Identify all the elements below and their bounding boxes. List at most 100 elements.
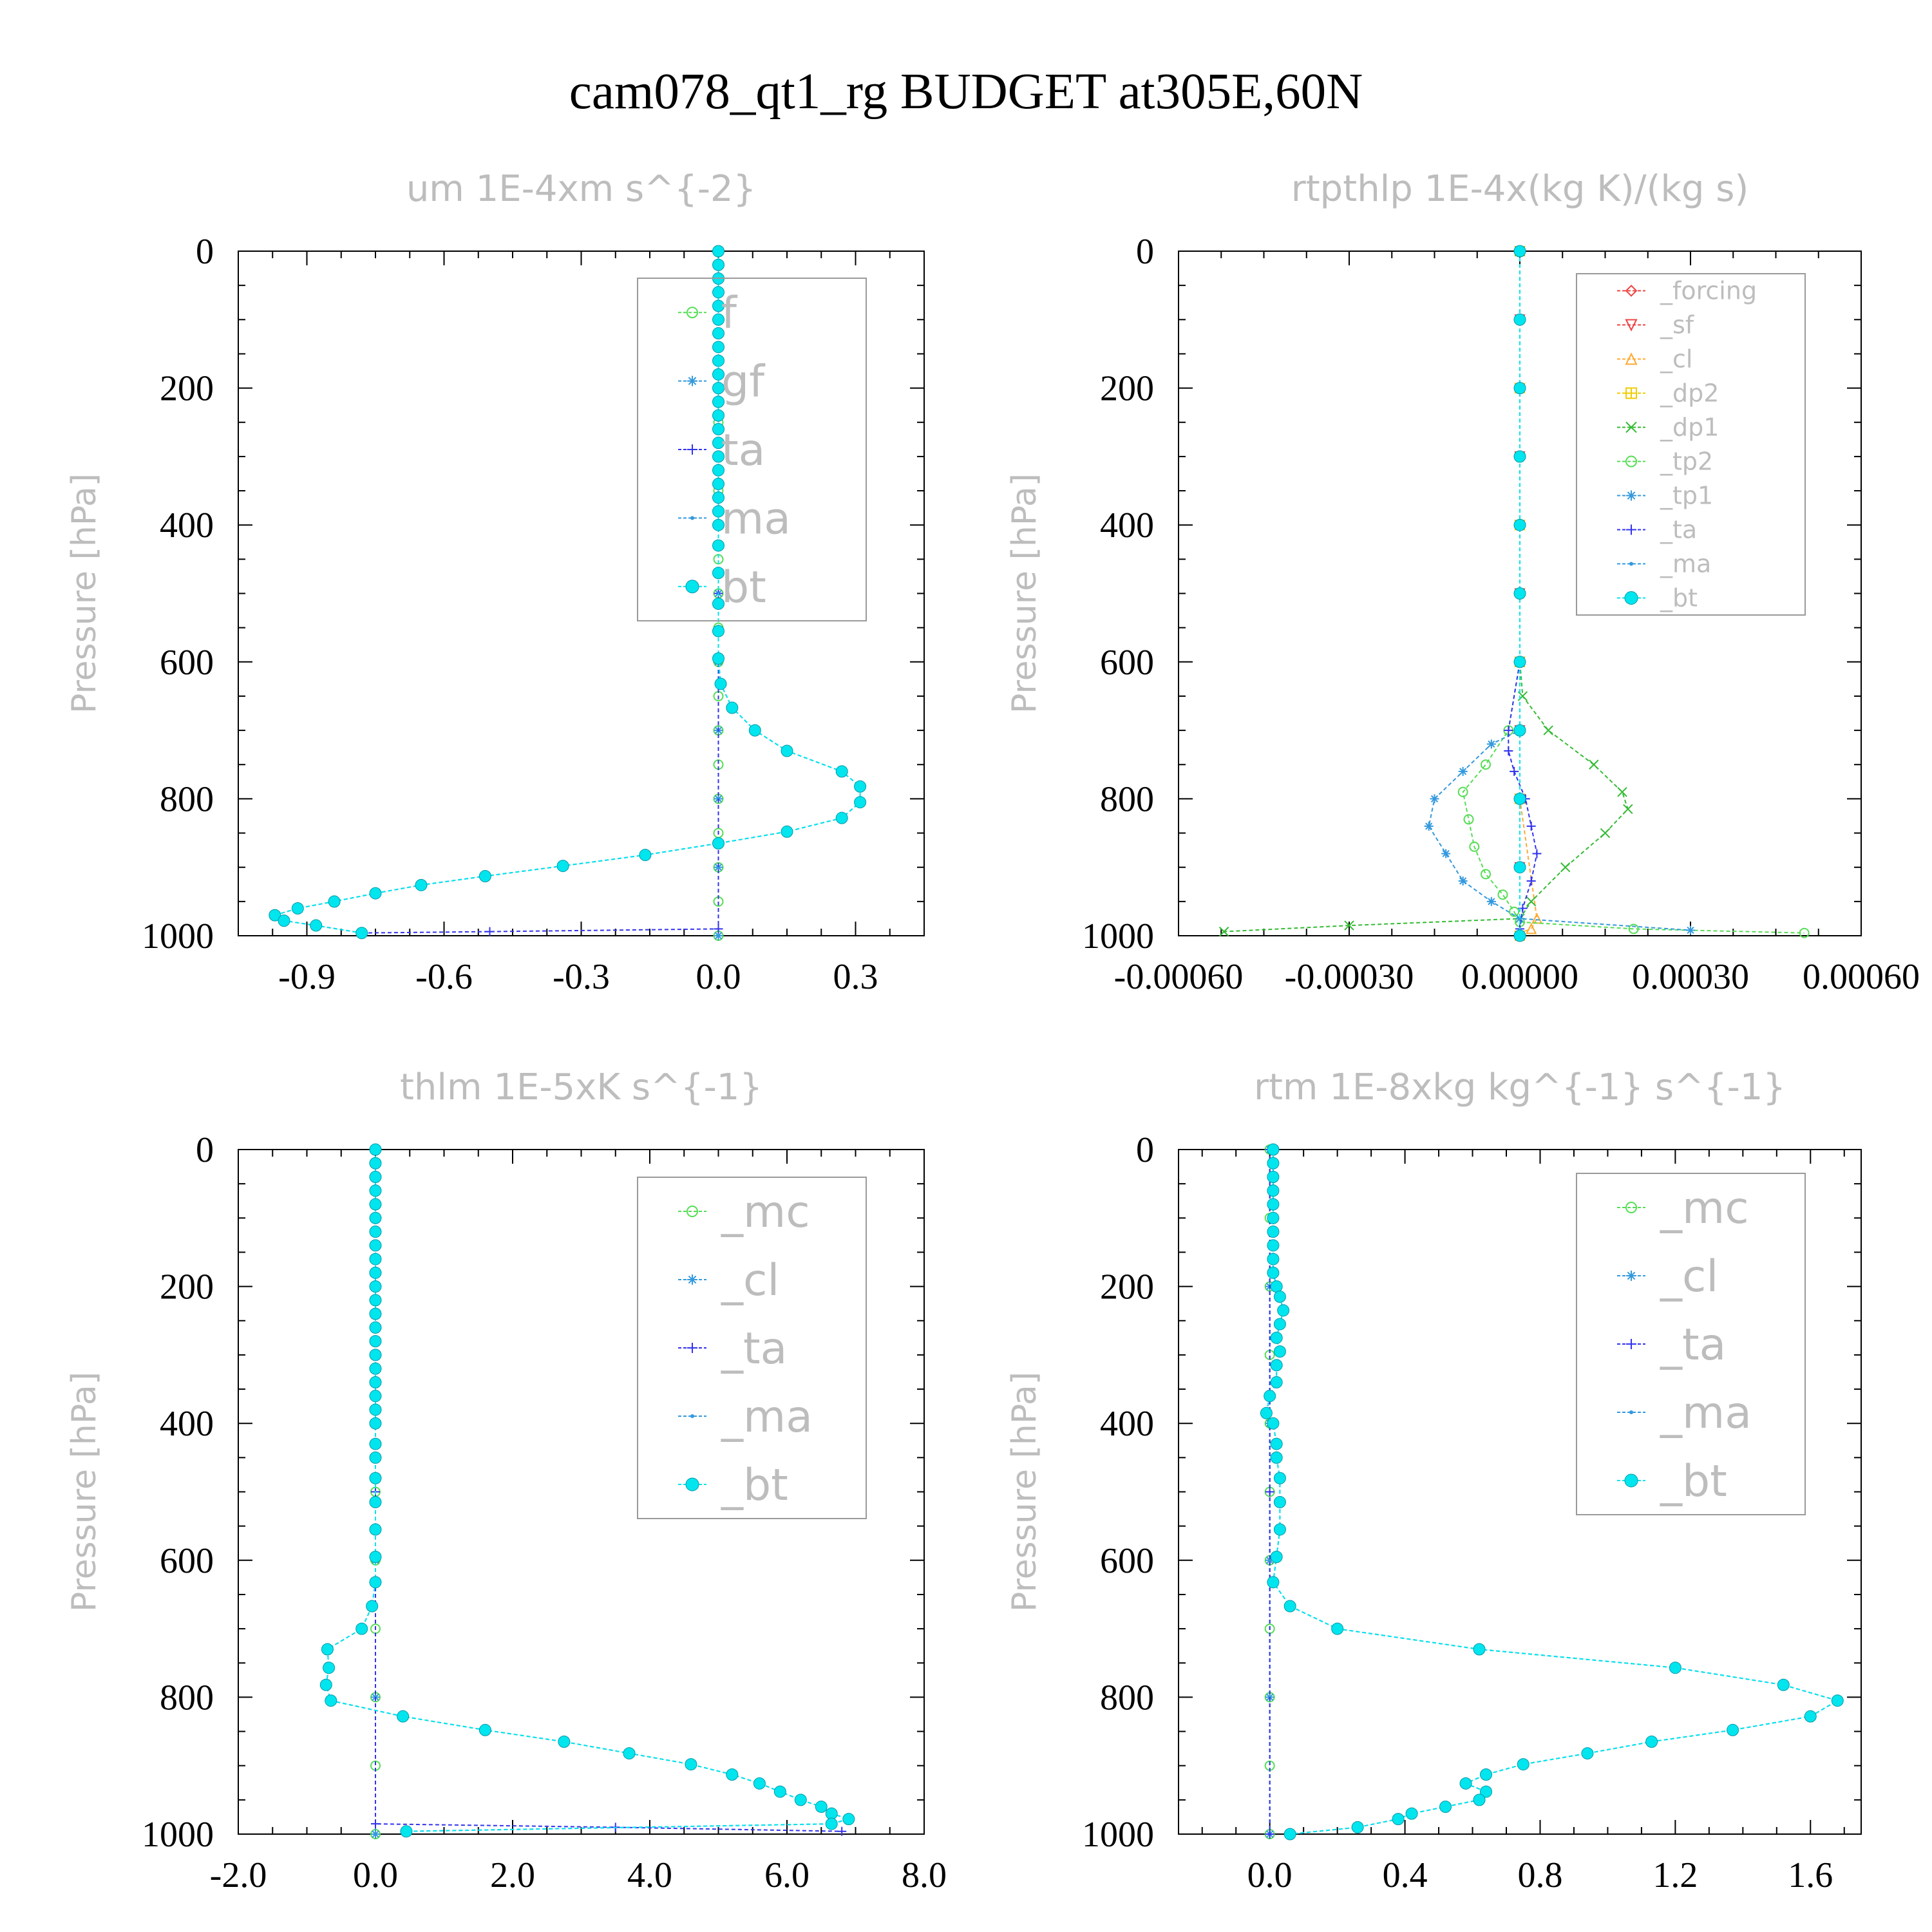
data-point — [369, 1198, 382, 1211]
data-point — [1617, 787, 1627, 797]
series-tp1 — [1424, 247, 1695, 935]
data-point — [478, 1723, 491, 1736]
legend-label: _sf — [1660, 311, 1695, 339]
x-tick-label: 6.0 — [764, 1855, 810, 1895]
data-point — [712, 437, 724, 450]
legend-label: _dp1 — [1660, 413, 1719, 442]
data-point — [369, 1472, 382, 1484]
series-ma — [272, 249, 862, 935]
figure-title: cam078_qt1_rg BUDGET at305E,60N — [569, 64, 1363, 120]
data-point — [1457, 786, 1468, 797]
x-tick-label: -0.9 — [278, 957, 336, 997]
legend-marker — [1629, 1410, 1633, 1414]
legend: _mc _cl _ta _ma _bt — [1576, 1173, 1806, 1515]
legend-label: bt — [721, 562, 766, 613]
data-point — [714, 931, 723, 940]
data-point — [1273, 1495, 1286, 1508]
x-tick-label: 8.0 — [902, 1855, 947, 1895]
data-point — [1513, 313, 1526, 326]
x-tick-label: 0.0 — [1247, 1855, 1293, 1895]
x-tick-label: 1.2 — [1653, 1855, 1698, 1895]
data-point — [712, 652, 724, 665]
data-point — [1273, 1472, 1286, 1484]
data-point — [1481, 869, 1491, 880]
data-point — [369, 1437, 382, 1450]
legend-box — [637, 1177, 867, 1519]
legend-label: f — [721, 288, 738, 339]
data-point — [712, 368, 724, 381]
data-point — [1589, 759, 1599, 770]
data-point — [1270, 1451, 1283, 1464]
data-point — [1686, 925, 1695, 935]
data-point — [1513, 861, 1526, 874]
data-point — [842, 1813, 855, 1826]
data-point — [310, 919, 323, 932]
x-tick-label: 0.00060 — [1803, 957, 1920, 997]
legend-marker — [687, 444, 697, 455]
data-point — [1267, 1576, 1280, 1589]
data-point — [558, 1735, 571, 1748]
data-point — [485, 927, 495, 936]
y-tick-label: 200 — [1100, 1267, 1154, 1307]
legend-label: _tp2 — [1660, 448, 1713, 476]
data-point — [714, 924, 723, 934]
data-point — [1267, 1157, 1280, 1170]
data-point — [1270, 1376, 1283, 1388]
y-tick-label: 800 — [160, 779, 214, 819]
data-point — [1265, 1487, 1274, 1497]
series-bt — [269, 245, 867, 940]
data-point — [323, 1662, 336, 1674]
data-point — [369, 1171, 382, 1184]
data-point — [794, 1794, 807, 1806]
data-point — [400, 1825, 413, 1838]
data-point — [748, 724, 761, 737]
data-point — [1473, 1794, 1486, 1806]
series-bt — [1260, 1143, 1844, 1841]
legend-marker — [685, 1477, 699, 1492]
data-point — [369, 1523, 382, 1536]
chart-panel-1: um 1E-4xm s^{-2} Pressure [hPa] 0 200 400 600… — [65, 168, 925, 997]
series-line — [1428, 251, 1691, 931]
legend-marker — [687, 307, 698, 319]
data-point — [369, 1550, 382, 1563]
data-point — [1273, 1345, 1286, 1358]
legend-box — [1576, 1173, 1806, 1515]
legend: _forcing _sf _cl _dp2 _dp1 _tp2 _tp1 _ta _ma _bt — [1576, 273, 1806, 616]
data-point — [726, 1768, 739, 1781]
series-ma — [1264, 1148, 1840, 1836]
data-point — [1270, 1437, 1283, 1450]
legend-box — [637, 278, 867, 621]
data-point — [854, 796, 867, 809]
data-point — [369, 1390, 382, 1403]
y-axis-label: Pressure [hPa] — [1005, 473, 1044, 714]
series-bt — [319, 1143, 855, 1838]
data-point — [1441, 849, 1451, 858]
data-point — [1264, 1390, 1276, 1403]
series-line — [1508, 251, 1538, 929]
legend-marker — [1625, 1202, 1637, 1213]
x-tick-label: 0.3 — [833, 957, 878, 997]
plot-frame — [238, 1149, 925, 1835]
data-point — [1267, 1253, 1280, 1265]
x-tick-label: -0.00030 — [1285, 957, 1414, 997]
data-point — [712, 539, 724, 552]
y-tick-label: 600 — [160, 1541, 214, 1581]
data-point — [1628, 923, 1639, 934]
legend-label: _mc — [1660, 1183, 1749, 1234]
data-point — [1459, 1777, 1472, 1790]
data-point — [371, 1830, 380, 1839]
data-point — [714, 862, 723, 872]
data-point — [369, 887, 382, 900]
data-point — [1645, 1735, 1658, 1748]
data-point — [712, 245, 724, 258]
data-point — [369, 1495, 382, 1508]
data-point — [1513, 245, 1526, 258]
data-point — [1513, 656, 1526, 668]
y-tick-label: 0 — [196, 232, 214, 272]
data-point — [1526, 876, 1536, 886]
legend-marker — [1625, 387, 1637, 399]
data-point — [1265, 1830, 1274, 1839]
data-point — [1515, 914, 1524, 923]
data-point — [825, 1807, 838, 1820]
data-point — [1267, 1417, 1280, 1430]
